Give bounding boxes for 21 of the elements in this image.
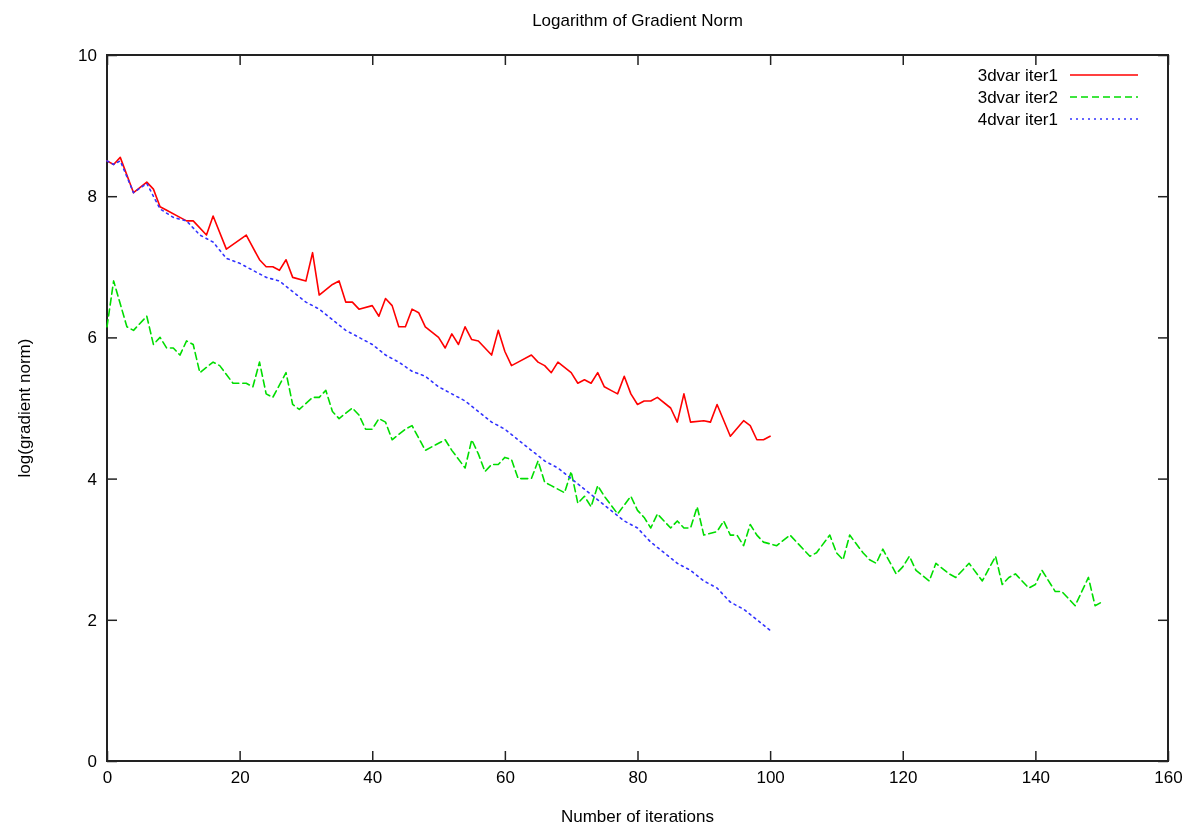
x-tick-label: 20 [230, 768, 250, 788]
legend-label: 4dvar iter1 [977, 110, 1058, 129]
x-tick-label: 100 [756, 768, 785, 788]
x-tick-label: 80 [628, 768, 648, 788]
y-tick-label: 6 [87, 328, 97, 348]
x-tick-label: 120 [889, 768, 918, 788]
y-tick-label: 0 [87, 751, 97, 771]
y-tick-label: 8 [87, 187, 97, 207]
legend-label: 3dvar iter2 [977, 88, 1058, 107]
y-tick-label: 4 [87, 469, 97, 489]
x-axis-title: Number of iterations [560, 807, 715, 826]
y-axis-title: log(gradient norm) [15, 338, 34, 478]
y-tick-label: 10 [78, 45, 97, 65]
x-tick-label: 40 [363, 768, 383, 788]
chart-title: Logarithm of Gradient Norm [532, 11, 743, 30]
y-tick-label: 2 [87, 610, 97, 630]
x-tick-label: 60 [495, 768, 515, 788]
x-tick-label: 140 [1021, 768, 1051, 788]
x-tick-label: 160 [1154, 768, 1183, 788]
x-tick-label: 0 [102, 768, 113, 788]
legend-label: 3dvar iter1 [977, 66, 1058, 85]
